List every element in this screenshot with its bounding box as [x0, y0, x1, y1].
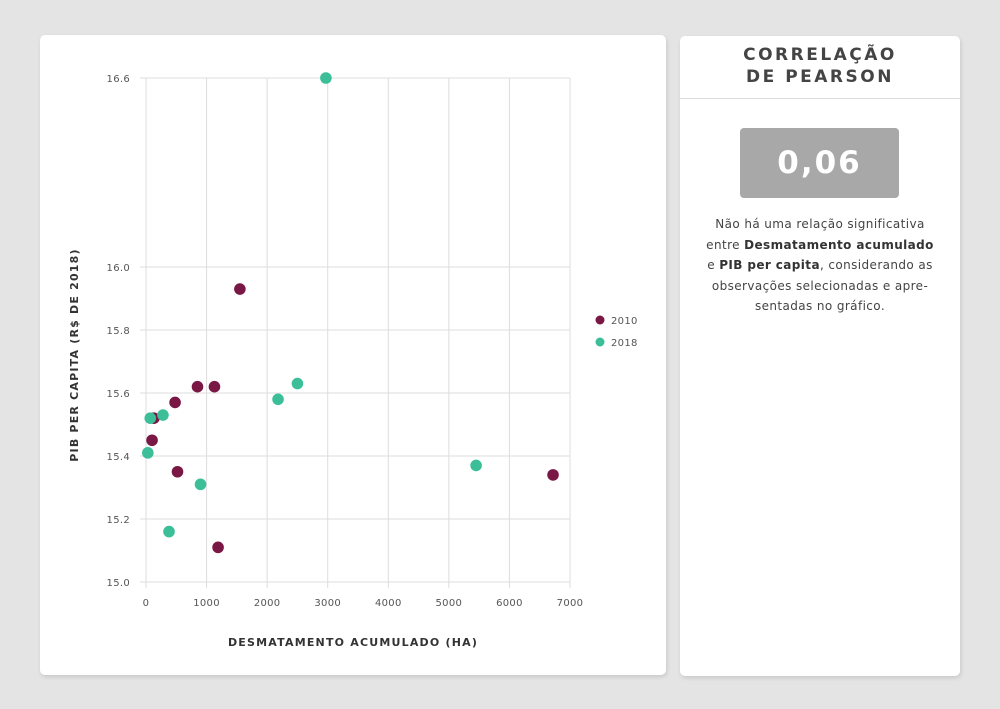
legend-label-2018: 2018	[611, 338, 638, 349]
chart-panel: 0 1000 2000 3000 4000 5000 6000 7000 15.0 15.2 15.…	[40, 35, 666, 675]
x-tick-label: 2000	[254, 598, 281, 609]
pearson-description: Não há uma relação significativa entre D…	[704, 214, 936, 317]
desc-text-1: Não há uma relação significativa entre	[706, 217, 925, 252]
legend: 2010 2018	[595, 315, 638, 349]
divider	[680, 98, 960, 99]
point-2010	[212, 541, 224, 554]
point-2010	[169, 396, 181, 409]
point-2010	[208, 380, 221, 393]
x-tick-label: 5000	[436, 598, 463, 609]
point-2010	[234, 283, 246, 295]
pearson-value: 0,06	[740, 128, 899, 198]
data-points	[142, 72, 559, 554]
pearson-title-line2: DE PEARSON	[746, 67, 894, 87]
y-tick-label: 15.4	[107, 452, 130, 463]
legend-marker-2010	[595, 315, 605, 325]
point-2018	[142, 447, 154, 459]
x-tick-label: 3000	[314, 598, 341, 609]
y-tick-label: 15.0	[107, 578, 130, 589]
y-axis-title: PIB PER CAPITA (R$ DE 2018)	[68, 248, 81, 461]
point-2010	[191, 380, 204, 393]
desc-bold-2: PIB per capita	[719, 258, 820, 272]
point-2018	[163, 525, 175, 538]
point-2010	[547, 469, 559, 481]
tick-labels: 0 1000 2000 3000 4000 5000 6000 7000 15.0 15.2 15.…	[107, 74, 584, 609]
x-tick-label: 6000	[496, 598, 523, 609]
pearson-panel: CORRELAÇÃO DE PEARSON 0,06 Não há uma re…	[680, 36, 960, 676]
desc-bold-1: Desmatamento acumulado	[744, 237, 934, 252]
y-tick-label: 15.2	[107, 515, 130, 526]
point-2018	[291, 377, 304, 390]
y-tick-label: 15.6	[107, 389, 130, 400]
x-tick-label: 4000	[375, 598, 402, 609]
point-2010	[146, 434, 158, 447]
point-2018	[144, 412, 157, 425]
y-tick-label: 15.8	[107, 326, 130, 337]
point-2018	[272, 393, 284, 406]
pearson-title: CORRELAÇÃO DE PEARSON	[680, 44, 960, 88]
pearson-title-line1: CORRELAÇÃO	[743, 45, 897, 65]
x-tick-label: 7000	[557, 598, 584, 609]
grid	[140, 77, 571, 588]
legend-label-2010: 2010	[611, 316, 638, 327]
legend-marker-2018	[595, 337, 605, 347]
x-axis-title: DESMATAMENTO ACUMULADO (HA)	[228, 636, 478, 649]
point-2018	[470, 459, 482, 472]
desc-text-2: e	[707, 258, 720, 272]
point-2010	[171, 465, 184, 478]
scatter-chart: 0 1000 2000 3000 4000 5000 6000 7000 15.0 15.2 15.…	[68, 72, 638, 649]
x-tick-label: 1000	[193, 598, 220, 609]
y-tick-label: 16.0	[107, 263, 130, 274]
point-2018	[320, 72, 332, 84]
desc-text-3: , considerando as observações selecionad…	[711, 258, 933, 313]
point-2018	[157, 409, 169, 421]
point-2018	[194, 478, 207, 491]
y-tick-label: 16.6	[107, 74, 130, 85]
x-tick-label: 0	[143, 598, 150, 609]
